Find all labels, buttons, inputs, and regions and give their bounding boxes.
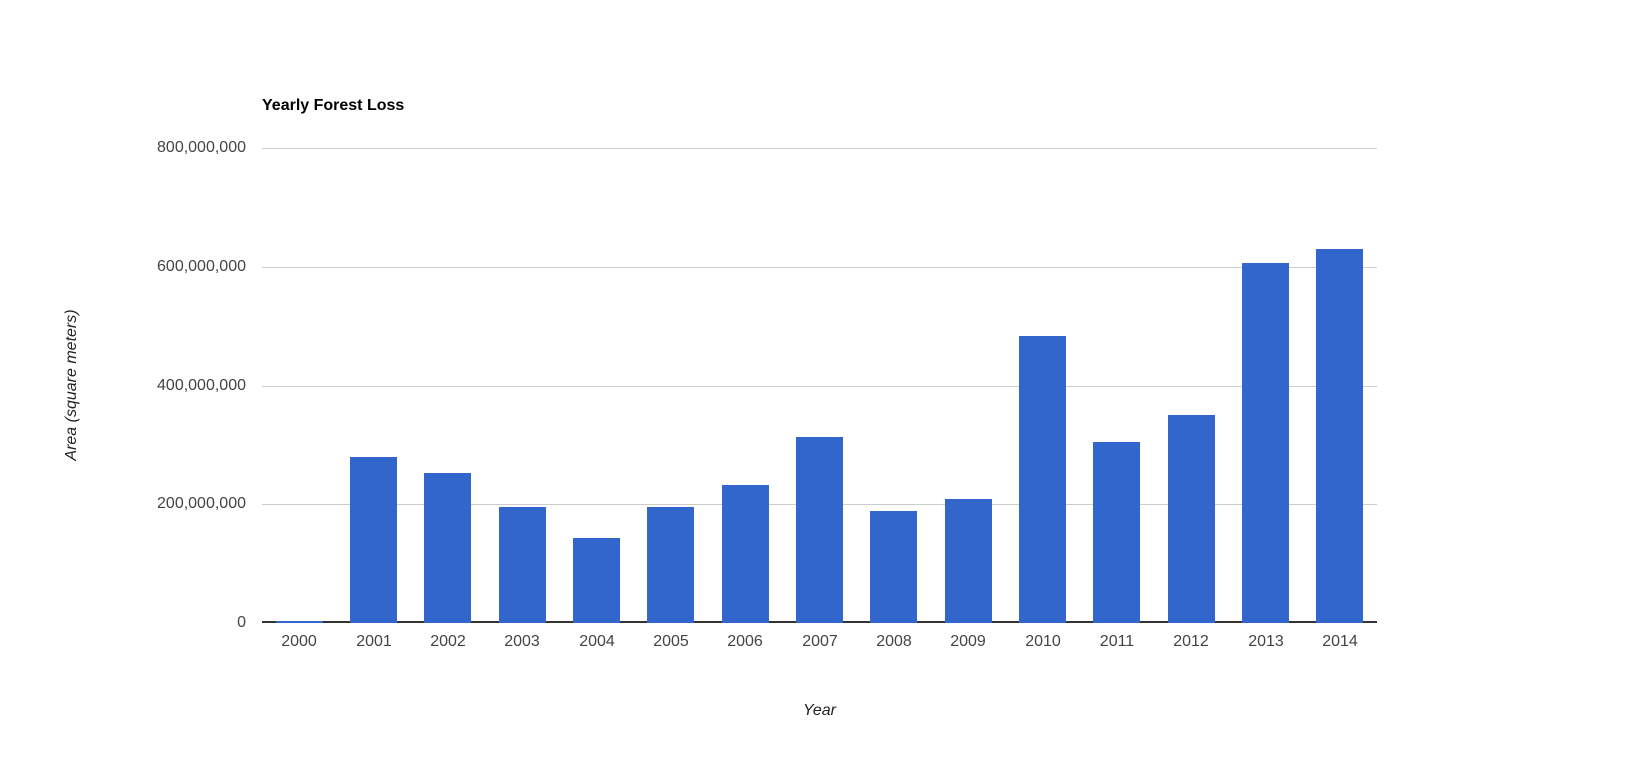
bar-2008[interactable] <box>870 511 917 623</box>
x-tick-label: 2011 <box>1099 633 1135 650</box>
bar-2003[interactable] <box>499 507 546 623</box>
x-axis-title: Year <box>803 702 836 719</box>
x-tick-label: 2006 <box>727 633 763 650</box>
bar-2009[interactable] <box>945 499 992 623</box>
gridline <box>262 148 1377 149</box>
bar-2011[interactable] <box>1093 442 1140 623</box>
x-tick-label: 2001 <box>356 633 392 650</box>
x-tick-label: 2014 <box>1322 633 1358 650</box>
x-tick-label: 2005 <box>653 633 689 650</box>
x-tick-label: 2007 <box>802 633 838 650</box>
y-tick-label: 400,000,000 <box>157 377 246 394</box>
bar-2013[interactable] <box>1242 263 1289 623</box>
x-tick-label: 2003 <box>504 633 540 650</box>
bar-2004[interactable] <box>573 538 620 623</box>
x-tick-label: 2012 <box>1173 633 1209 650</box>
bar-2014[interactable] <box>1316 249 1363 623</box>
bar-2006[interactable] <box>722 485 769 623</box>
bar-2012[interactable] <box>1168 415 1215 623</box>
y-axis-title: Area (square meters) <box>63 309 80 461</box>
x-tick-label: 2013 <box>1248 633 1284 650</box>
x-tick-label: 2009 <box>950 633 986 650</box>
bar-2005[interactable] <box>647 507 694 623</box>
bar-2010[interactable] <box>1019 336 1066 623</box>
bar-2001[interactable] <box>350 457 397 623</box>
x-tick-label: 2002 <box>430 633 466 650</box>
y-tick-label: 200,000,000 <box>157 495 246 512</box>
y-tick-label: 800,000,000 <box>157 139 246 156</box>
gridline <box>262 267 1377 268</box>
y-tick-label: 0 <box>237 614 246 631</box>
x-tick-label: 2004 <box>579 633 615 650</box>
x-tick-label: 2010 <box>1025 633 1061 650</box>
bar-2007[interactable] <box>796 437 843 623</box>
bar-2002[interactable] <box>424 473 471 623</box>
x-tick-label: 2000 <box>281 633 317 650</box>
y-tick-label: 600,000,000 <box>157 258 246 275</box>
chart-title: Yearly Forest Loss <box>262 97 405 114</box>
bar-2000[interactable] <box>276 621 323 623</box>
x-tick-label: 2008 <box>876 633 912 650</box>
gridline <box>262 386 1377 387</box>
